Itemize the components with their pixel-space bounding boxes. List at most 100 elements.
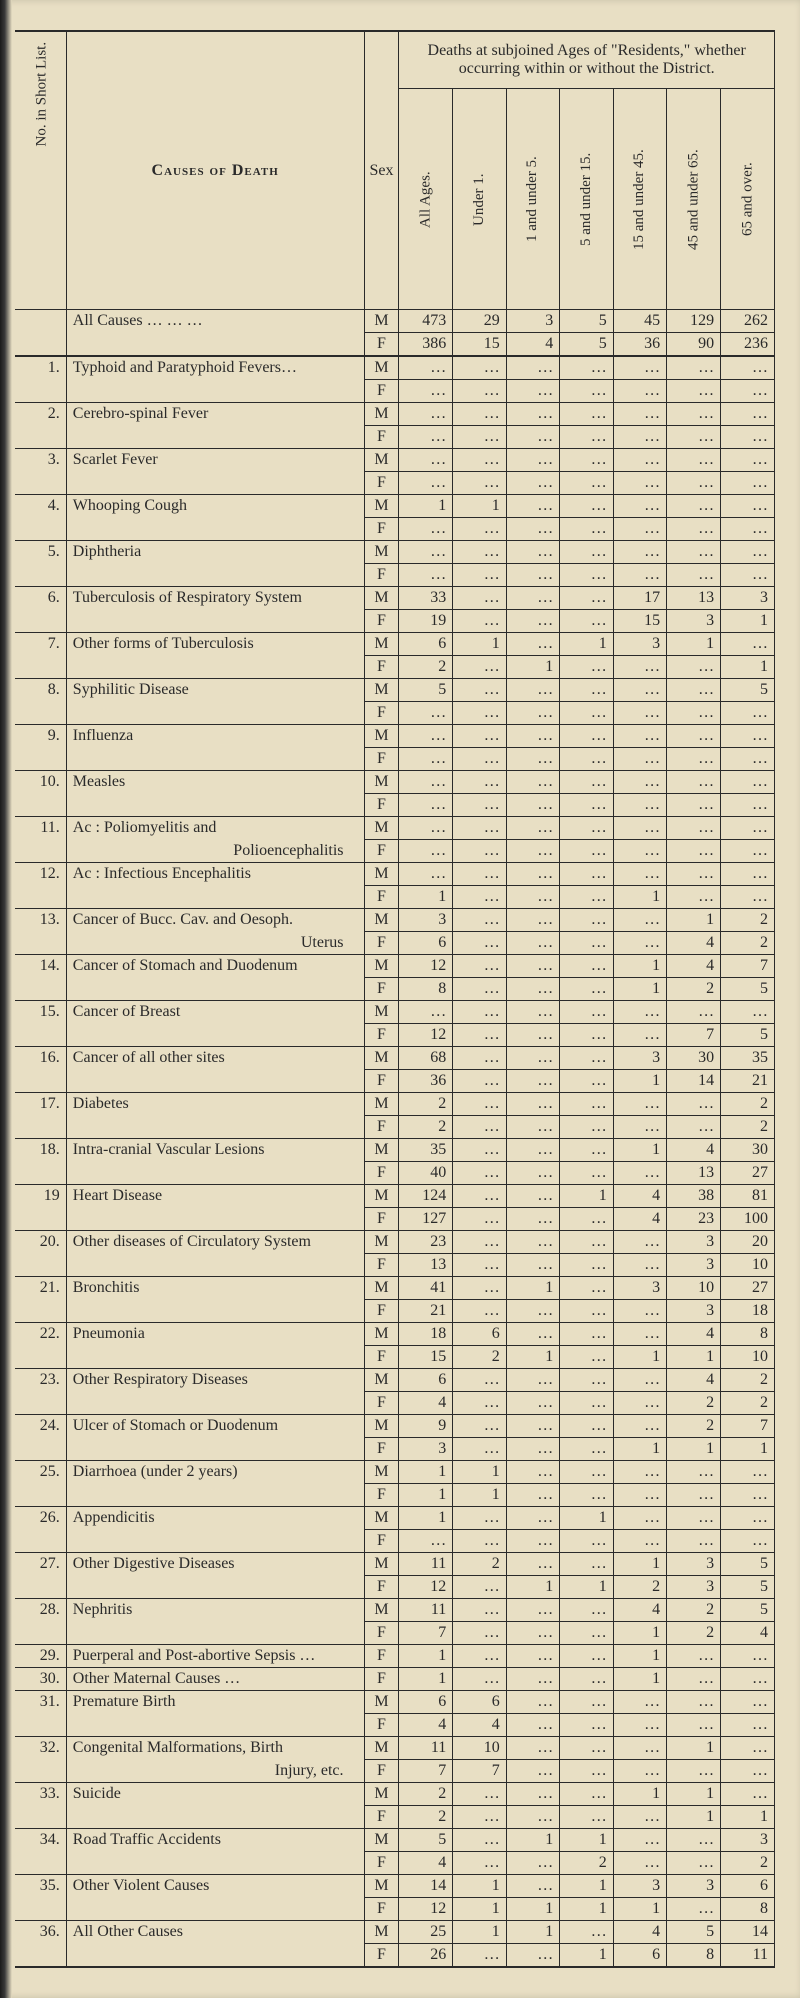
age-cell-6: …: [721, 771, 775, 794]
age-cell-1: 1: [453, 1875, 506, 1898]
cause-cell: Other Digestive Diseases: [66, 1553, 364, 1576]
age-cell-4: 4: [613, 1185, 666, 1208]
age-cell-6: …: [721, 725, 775, 748]
age-cell-6: 1: [721, 610, 775, 633]
age-cell-5: …: [667, 472, 721, 495]
cause-row-f: F…………………: [15, 472, 775, 495]
no-cell: [15, 610, 66, 633]
cause-row-m: 10.MeaslesM…………………: [15, 771, 775, 794]
age-cell-5: 1: [667, 633, 721, 656]
age-cell-3: …: [560, 1208, 613, 1231]
no-cell: 29.: [15, 1645, 66, 1668]
age-cell-2: …: [506, 1691, 559, 1714]
sex-cell: M: [364, 1093, 399, 1116]
age-cell-6: …: [721, 633, 775, 656]
sex-cell: F: [364, 380, 399, 403]
age-cell-2: …: [506, 403, 559, 426]
age-cell-3: …: [560, 1277, 613, 1300]
cause-sub-cell: [66, 886, 364, 909]
sex-cell: F: [364, 1714, 399, 1737]
age-cell-4: …: [613, 1001, 666, 1024]
age-cell-6: …: [721, 1737, 775, 1760]
age-cell-1: 6: [453, 1691, 506, 1714]
age-cell-4: 17: [613, 587, 666, 610]
sex-cell: M: [364, 771, 399, 794]
age-cell-4: 3: [613, 1047, 666, 1070]
sex-cell: F: [364, 1070, 399, 1093]
age-cell-1: …: [453, 1576, 506, 1599]
cause-row-m: 14.Cancer of Stomach and DuodenumM12………1…: [15, 955, 775, 978]
age-cell-6: 7: [721, 955, 775, 978]
age-cell-2: …: [506, 518, 559, 541]
age-cell-6: …: [721, 794, 775, 817]
age-cell-0: …: [399, 863, 453, 886]
no-cell: [15, 1484, 66, 1507]
age-cell-6: …: [721, 1507, 775, 1530]
age-cell-0: 2: [399, 1093, 453, 1116]
age-cell-6: 30: [721, 1139, 775, 1162]
age-cell-6: …: [721, 1530, 775, 1553]
age-cell-4: …: [613, 1300, 666, 1323]
age-cell-3: …: [560, 863, 613, 886]
age-cell-4: 1: [613, 978, 666, 1001]
age-cell-2: …: [506, 1645, 559, 1668]
no-cell: 4.: [15, 495, 66, 518]
cause-row-m: 34.Road Traffic AccidentsM5…11……3: [15, 1829, 775, 1852]
sex-cell: F: [364, 1254, 399, 1277]
age-cell-2: …: [506, 725, 559, 748]
age-cell-5: …: [667, 1760, 721, 1783]
cause-row-f: F2…1………1: [15, 656, 775, 679]
age-cell-1: …: [453, 1645, 506, 1668]
age-cell-3: …: [560, 817, 613, 840]
age-cell-0: 124: [399, 1185, 453, 1208]
no-cell: 36.: [15, 1921, 66, 1944]
age-cell-4: …: [613, 1231, 666, 1254]
age-cell-1: …: [453, 886, 506, 909]
cause-cell: Cancer of Bucc. Cav. and Oesoph.: [66, 909, 364, 932]
cause-row-m: 9.InfluenzaM…………………: [15, 725, 775, 748]
cause-row-m: 33.SuicideM2………11…: [15, 1783, 775, 1806]
age-cell-6: …: [721, 472, 775, 495]
no-cell: 21.: [15, 1277, 66, 1300]
age-cell-5: 4: [667, 932, 721, 955]
no-cell: 6.: [15, 587, 66, 610]
cause-row-f: F…………………: [15, 1530, 775, 1553]
cause-cell: Intra-cranial Vascular Lesions: [66, 1139, 364, 1162]
age-cell-2: …: [506, 1392, 559, 1415]
age-cell-4: 15: [613, 610, 666, 633]
age-cell-6: 5: [721, 679, 775, 702]
cause-sub-cell: [66, 1944, 364, 1968]
age-cell-3: …: [560, 426, 613, 449]
cause-row-f: F121111…8: [15, 1898, 775, 1921]
sex-cell: M: [364, 1415, 399, 1438]
age-cell-3: …: [560, 955, 613, 978]
age-cell-4: …: [613, 1116, 666, 1139]
age-cell-4: …: [613, 1737, 666, 1760]
age-cell-2: …: [506, 1944, 559, 1968]
age-cell-1: …: [453, 380, 506, 403]
no-cell: [15, 794, 66, 817]
age-cell-5: 3: [667, 1875, 721, 1898]
age-cell-0: …: [399, 840, 453, 863]
age-cell-3: …: [560, 886, 613, 909]
scanned-page: No. in Short List. Causes of Death Sex D…: [0, 0, 800, 1998]
cause-row-m: 3.Scarlet FeverM…………………: [15, 449, 775, 472]
sex-cell: M: [364, 1691, 399, 1714]
sex-cell: F: [364, 1392, 399, 1415]
age-cell-1: …: [453, 1392, 506, 1415]
age-cell-1: 2: [453, 1553, 506, 1576]
no-cell: [15, 1530, 66, 1553]
cause-row-f: F21…………318: [15, 1300, 775, 1323]
sex-cell: F: [364, 1944, 399, 1968]
age-cell-3: …: [560, 541, 613, 564]
age-cell-1: …: [453, 1024, 506, 1047]
age-cell-5: …: [667, 1668, 721, 1691]
cause-row-f: F…………………: [15, 702, 775, 725]
age-cell-1: 7: [453, 1760, 506, 1783]
no-cell: 7.: [15, 633, 66, 656]
cause-sub-cell: [66, 1898, 364, 1921]
age-cell-1: 1: [453, 1898, 506, 1921]
sex-cell: F: [364, 1645, 399, 1668]
age-cell-0: 1: [399, 1461, 453, 1484]
cause-sub-cell: [66, 748, 364, 771]
